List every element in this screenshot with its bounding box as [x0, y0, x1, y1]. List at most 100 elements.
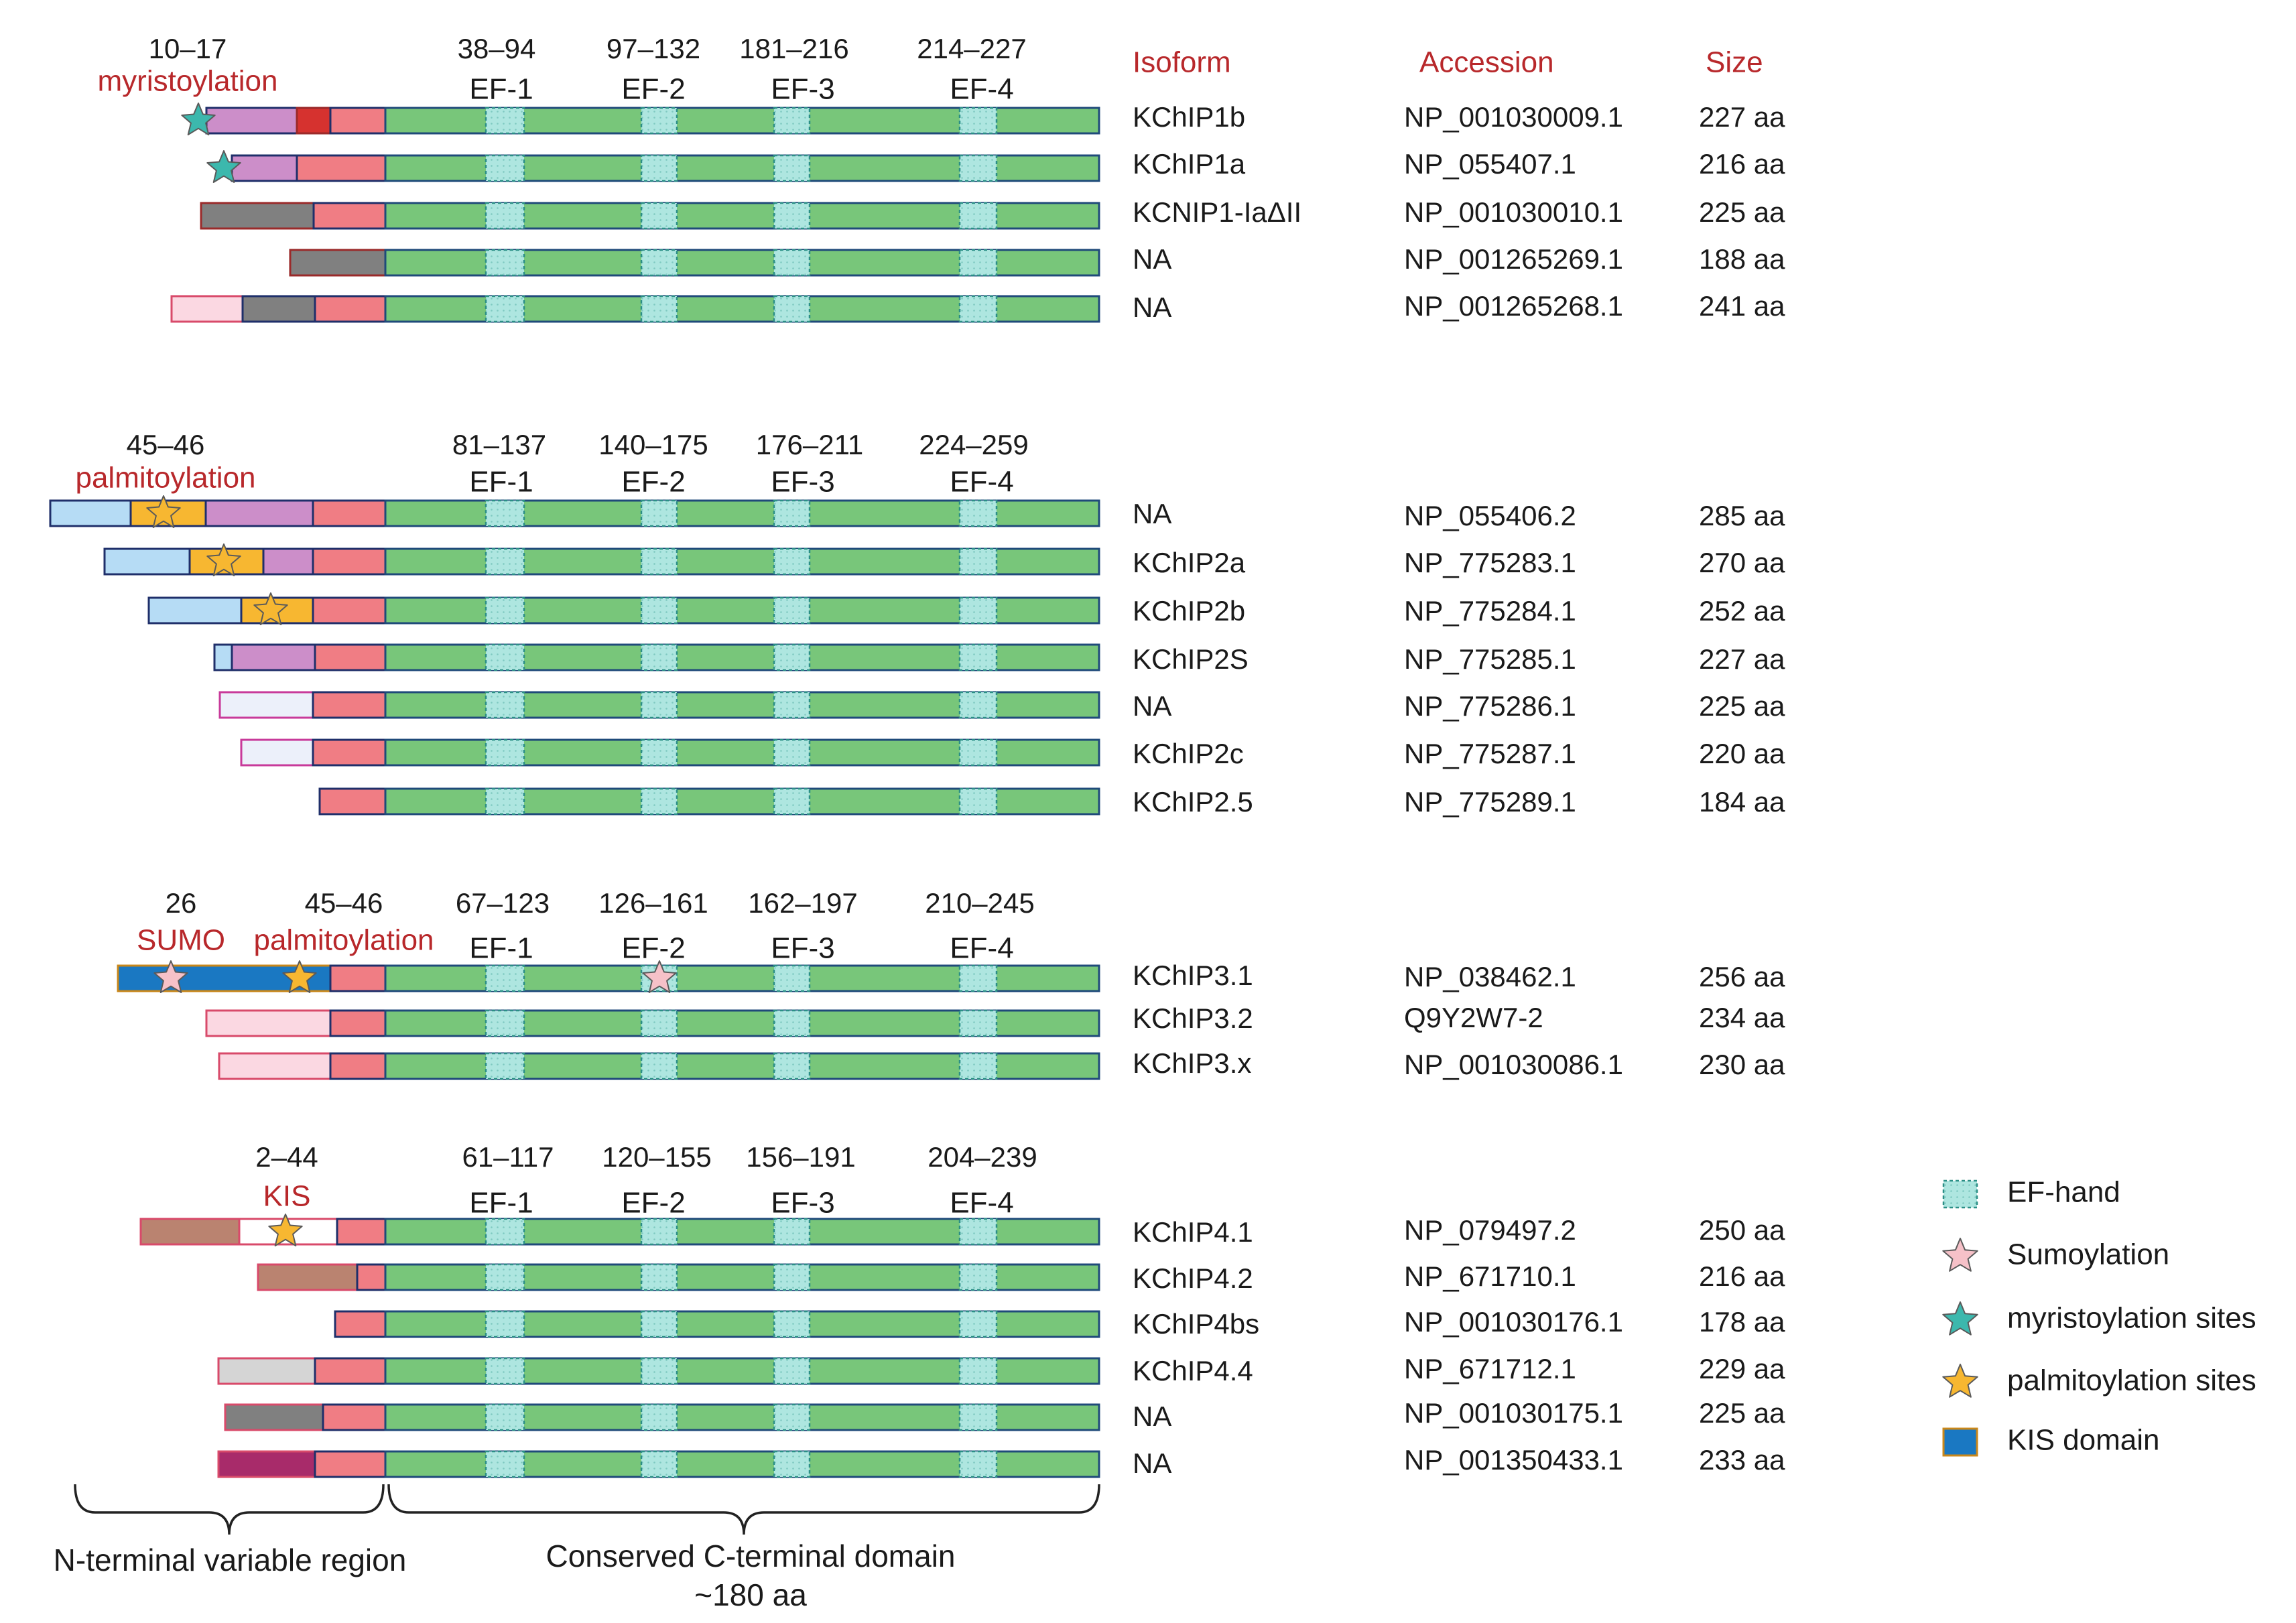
size-value: 216 aa [1699, 1260, 1785, 1292]
n-terminal-segment [217, 1450, 316, 1478]
pink-star-icon [1942, 1238, 1978, 1272]
ef-hand-segment [640, 154, 678, 182]
legend-label: Sumoylation [2007, 1238, 2169, 1271]
size-value: 256 aa [1699, 961, 1785, 992]
ef-hand-segment [773, 249, 811, 277]
ef-name-label: EF-1 [469, 932, 533, 965]
accession-value: NP_775289.1 [1404, 786, 1576, 818]
ef-range-label: 224–259 [919, 429, 1029, 460]
n-terminal-segment [336, 1218, 387, 1246]
ef-hand-segment [958, 1052, 998, 1080]
accession-value: NP_038462.1 [1404, 961, 1576, 992]
legend-label: EF-hand [2007, 1176, 2120, 1209]
ef-hand-segment [773, 691, 811, 719]
ef-hand-segment [485, 295, 525, 323]
isoform-row [224, 1403, 1100, 1431]
accession-value: NP_079497.2 [1404, 1214, 1576, 1246]
ef-hand-segment [958, 596, 998, 625]
ptm-name-label: palmitoylation [253, 924, 434, 957]
ef-hand-segment [958, 1450, 998, 1478]
n-terminal-segment [329, 964, 387, 992]
accession-value: NP_001030086.1 [1404, 1049, 1623, 1080]
isoform-name: KChIP1b [1133, 101, 1245, 133]
n-terminal-segment [312, 691, 387, 719]
ptm-range-label: 26 [166, 887, 197, 919]
orange-star-icon [253, 592, 288, 625]
ef-hand-segment [958, 1263, 998, 1291]
isoform-row [117, 960, 1100, 993]
ef-hand-segment [773, 202, 811, 230]
isoform-name: KChIP2c [1133, 738, 1244, 769]
accession-value: NP_001265268.1 [1404, 290, 1623, 322]
ef-hand-segment [640, 787, 678, 816]
n-terminal-segment [205, 107, 298, 135]
n-terminal-segment [322, 1403, 387, 1431]
size-value: 216 aa [1699, 148, 1785, 180]
ef-name-label: EF-2 [621, 1187, 685, 1220]
pink-star-icon [153, 960, 188, 993]
c-terminal-size-label: ~180 aa [694, 1577, 807, 1612]
ef-hand-segment [485, 1450, 525, 1478]
isoform-name: NA [1133, 1447, 1171, 1479]
isoform-row [200, 202, 1100, 230]
accession-value: NP_001030176.1 [1404, 1306, 1623, 1338]
isoform-row [139, 1214, 1100, 1246]
size-value: 188 aa [1699, 243, 1785, 275]
n-terminal-segment [170, 295, 244, 323]
ef-range-label: 67–123 [456, 887, 550, 919]
ef-name-label: EF-3 [771, 466, 834, 499]
ef-hand-segment [773, 1310, 811, 1338]
size-value: 252 aa [1699, 595, 1785, 627]
ef-hand-segment [773, 643, 811, 671]
ef-range-label: 61–117 [462, 1141, 554, 1173]
size-value: 241 aa [1699, 290, 1785, 322]
ef-hand-segment [773, 154, 811, 182]
bars-layer [49, 103, 1100, 1478]
ptm-name-label: KIS [263, 1180, 311, 1213]
teal-star-icon [206, 150, 241, 183]
ef-hand-segment [640, 1218, 678, 1246]
size-value: 220 aa [1699, 738, 1785, 769]
size-header: Size [1706, 46, 1763, 79]
ef-range-label: 176–211 [756, 429, 863, 460]
ef-hand-segment [773, 787, 811, 816]
ef-hand-segment [485, 107, 525, 135]
isoform-row [49, 495, 1100, 528]
ef-hand-segment [485, 249, 525, 277]
ef-range-label: 81–137 [452, 429, 546, 460]
size-value: 227 aa [1699, 101, 1785, 133]
isoform-name: KChIP4.1 [1133, 1216, 1253, 1248]
ef-range-label: 210–245 [925, 887, 1035, 919]
ef-hand-segment [640, 1009, 678, 1037]
ef-range-label: 181–216 [739, 33, 849, 64]
size-value: 234 aa [1699, 1002, 1785, 1033]
legend: EF-hand Sumoylation myristoylation sites pa… [1942, 1176, 2256, 1457]
n-terminal-segment [329, 107, 387, 135]
n-terminal-segment [49, 499, 132, 527]
n-terminal-segment [314, 1450, 387, 1478]
ef-hand-segment [773, 1357, 811, 1385]
accession-value: NP_001265269.1 [1404, 243, 1623, 275]
ef-hand-segment [958, 202, 998, 230]
ef-hand-segment [640, 295, 678, 323]
c-terminal-label: Conserved C-terminal domain [546, 1539, 955, 1573]
ef-hand-segment [485, 1263, 525, 1291]
ef-range-label: 97–132 [607, 33, 700, 64]
ef-hand-segment [640, 202, 678, 230]
accession-value: NP_671712.1 [1404, 1353, 1576, 1384]
ef-hand-segment [485, 964, 525, 992]
isoform-row [257, 1263, 1100, 1291]
ptm-range-label: 2–44 [255, 1141, 318, 1173]
isoform-name: KChIP2a [1133, 547, 1246, 578]
isoform-name: KChIP4bs [1133, 1308, 1259, 1340]
orange-star-icon [1942, 1364, 1978, 1398]
ef-name-label: EF-2 [621, 73, 685, 106]
n-terminal-segment [262, 547, 314, 576]
orange-star-icon [268, 1214, 303, 1246]
ef-hand-segment [640, 547, 678, 576]
isoform-name: NA [1133, 690, 1171, 722]
ef-hand-segment [485, 1009, 525, 1037]
n-terminal-segment [218, 691, 314, 719]
isoform-name: KChIP3.2 [1133, 1002, 1253, 1034]
